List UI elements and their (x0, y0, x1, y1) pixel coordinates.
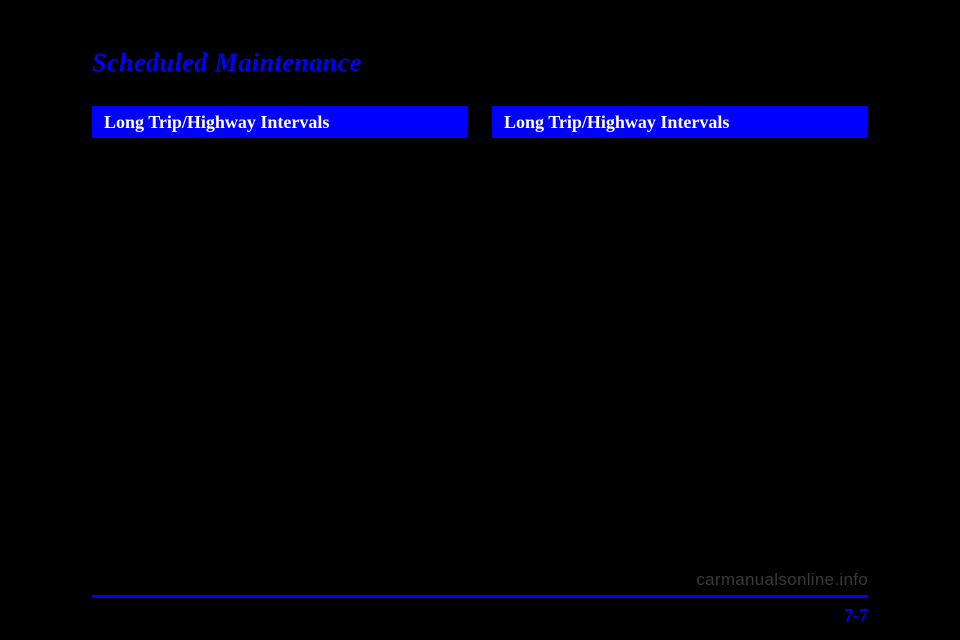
watermark-text: carmanualsonline.info (696, 570, 868, 590)
right-column: Long Trip/Highway Intervals (492, 106, 868, 138)
left-column: Long Trip/Highway Intervals (92, 106, 468, 138)
right-column-header: Long Trip/Highway Intervals (492, 106, 868, 138)
page-number: 7-7 (844, 605, 868, 626)
section-heading: Scheduled Maintenance (92, 48, 868, 78)
footer-divider (92, 595, 868, 598)
page-content: Scheduled Maintenance Long Trip/Highway … (92, 48, 868, 138)
two-column-layout: Long Trip/Highway Intervals Long Trip/Hi… (92, 106, 868, 138)
left-column-header: Long Trip/Highway Intervals (92, 106, 468, 138)
